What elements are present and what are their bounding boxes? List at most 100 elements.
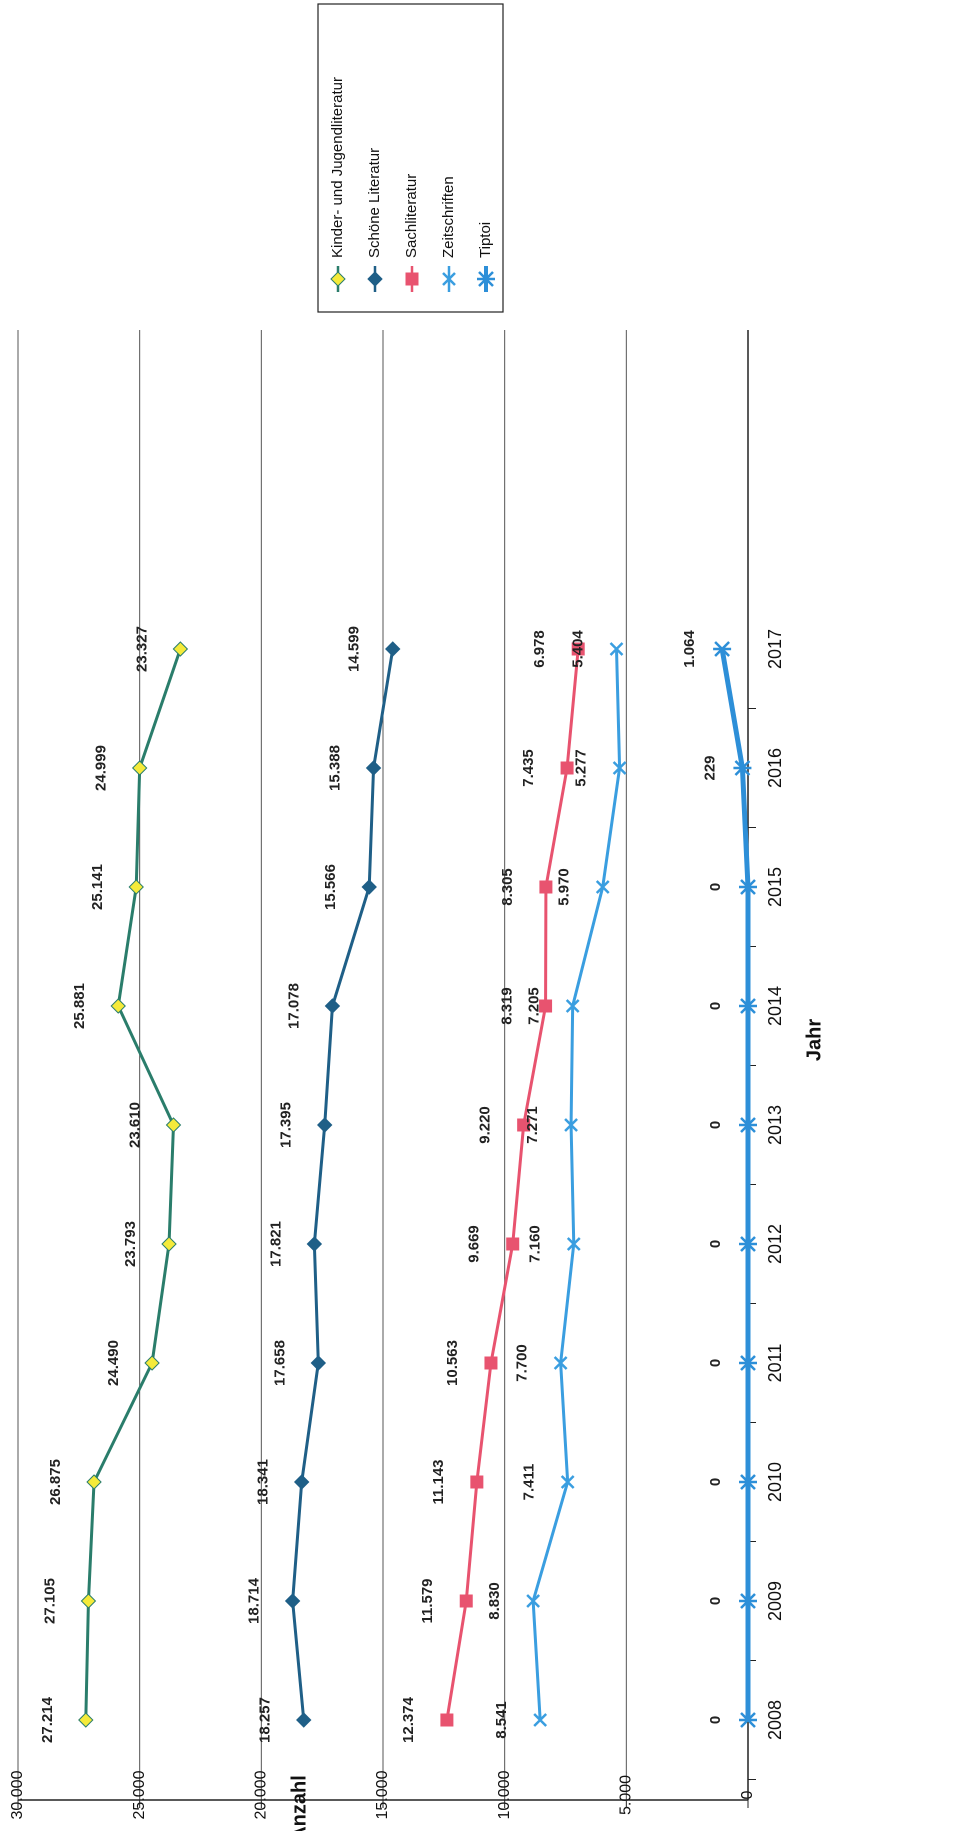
x-tick-label: 2016 [765,748,785,788]
data-label: 0 [707,1597,724,1605]
data-point [86,1474,102,1490]
data-label: 17.395 [278,1102,295,1148]
data-label: 5.277 [573,749,590,787]
data-label: 9.220 [477,1106,494,1144]
data-label: 23.610 [126,1102,143,1148]
y-tick-label: 25.000 [131,1770,148,1819]
data-label: 17.821 [267,1221,284,1267]
data-label: 12.374 [400,1696,417,1743]
data-label: 0 [707,1121,724,1129]
data-point [367,271,383,287]
series-4 [713,641,757,1728]
series-line [84,648,182,1721]
data-label: 8.830 [486,1582,503,1620]
data-point [78,1712,94,1728]
x-tick-label: 2009 [765,1581,785,1621]
legend-label: Sachliteratur [403,174,420,258]
data-point [385,641,401,657]
data-label: 10.563 [444,1340,461,1386]
data-point [361,879,377,895]
data-label: 0 [707,1478,724,1486]
series-line [445,648,580,1721]
data-point [477,271,495,287]
data-point [533,1713,548,1727]
y-tick-label: 5.000 [618,1775,635,1815]
data-point [506,1237,520,1251]
gridlines [17,330,627,1800]
y-tick-label: 30.000 [9,1770,26,1819]
series-0 [78,641,189,1728]
series-line [719,648,751,1720]
data-label: 24.999 [93,745,110,791]
data-label: 7.700 [514,1344,531,1382]
data-point [442,272,456,286]
data-label: 11.143 [430,1459,447,1504]
data-label: 8.541 [493,1701,510,1739]
x-tick-label: 2008 [765,1700,785,1740]
data-point [612,761,627,775]
data-label: 0 [707,1716,724,1724]
data-label: 0 [707,883,724,891]
data-label: 8.319 [499,987,516,1025]
data-label: 5.404 [569,630,586,668]
data-point [565,999,580,1013]
data-point [517,1118,531,1132]
x-tick-label: 2011 [765,1344,785,1383]
data-label: 0 [707,1240,724,1248]
data-point [571,642,585,656]
data-point [310,1355,327,1371]
data-point [306,1236,323,1252]
data-point [713,641,732,657]
x-tick-label: 2010 [765,1462,785,1502]
data-point [440,1713,454,1727]
data-label: 7.160 [527,1225,544,1263]
data-point [284,1593,301,1609]
data-label: 25.141 [89,864,106,910]
data-point [739,1712,757,1728]
data-label: 14.599 [346,626,363,672]
data-label: 6.978 [531,630,548,668]
data-point [739,1117,757,1133]
data-label: 229 [701,755,718,780]
data-point [144,1355,160,1371]
data-label: 18.257 [257,1697,274,1743]
data-label: 27.214 [39,1696,56,1743]
data-point [131,760,148,776]
data-label: 7.271 [524,1106,541,1144]
series-line [531,648,622,1721]
data-point [172,641,189,657]
data-label: 17.078 [285,983,302,1029]
data-point [80,1593,97,1609]
x-tick-label: 2014 [765,986,785,1026]
legend-box [317,3,504,313]
data-point [165,1117,182,1133]
data-label: 15.566 [322,864,339,910]
x-axis-title: Jahr [803,1019,825,1061]
data-point [317,1117,333,1133]
data-point [484,1356,498,1370]
data-point [739,1474,757,1490]
data-label: 24.490 [105,1340,122,1386]
data-point [324,998,341,1014]
data-point [609,642,624,656]
data-point [330,271,346,287]
data-point [161,1236,177,1252]
data-point [365,760,382,776]
data-point [405,272,419,286]
data-label: 23.793 [122,1221,139,1267]
data-point [110,998,126,1014]
data-label: 15.388 [327,745,344,791]
data-label: 5.970 [556,868,573,906]
x-tick-label: 2017 [765,629,785,669]
data-point [553,1356,568,1370]
data-label: 9.669 [466,1225,483,1263]
data-label: 18.714 [246,1577,263,1624]
data-point [739,1593,757,1609]
data-point [733,760,752,776]
y-axis-title: Anzahl [288,1775,310,1831]
data-label: 11.579 [419,1578,436,1623]
data-point [564,1118,578,1132]
series-3 [526,642,627,1727]
